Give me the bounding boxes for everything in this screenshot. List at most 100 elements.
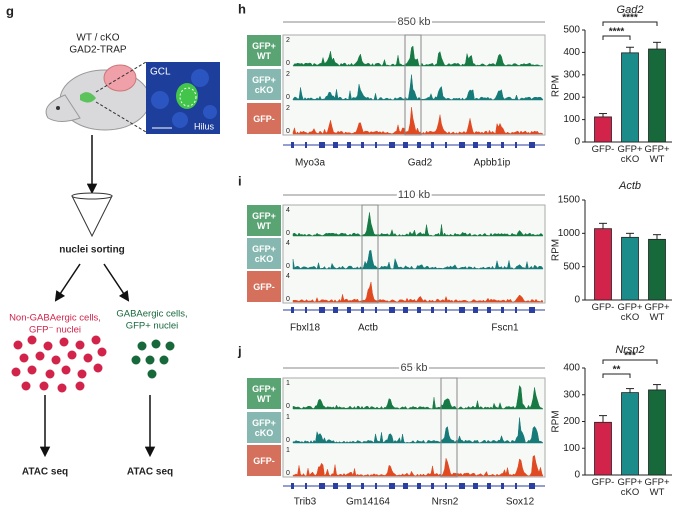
y-tick-label: 100 (563, 443, 580, 454)
group-label: GABAergic cells, (116, 309, 187, 320)
y-tick-label: 200 (563, 416, 580, 427)
track-signal (292, 384, 544, 410)
y-tick-label: 0 (574, 137, 580, 148)
group-label: GFP⁻ nuclei (29, 325, 81, 336)
track-name: GFP- (247, 445, 281, 476)
red-nucleus (27, 365, 37, 375)
track-name: GFP- (247, 271, 281, 302)
exon (319, 307, 325, 313)
track-signal (292, 212, 544, 237)
inset-region: GCL (150, 67, 171, 78)
exon (375, 483, 377, 489)
assay-label: ATAC seq (127, 467, 173, 478)
track-signal (292, 74, 544, 101)
red-nucleus (39, 381, 49, 391)
bar (648, 389, 666, 476)
red-nucleus (59, 337, 69, 347)
exon (473, 483, 478, 489)
track-signal (292, 417, 544, 444)
track-ymin: 0 (286, 470, 290, 477)
red-nucleus (91, 335, 101, 345)
green-nucleus (145, 355, 155, 365)
green-nucleus (165, 341, 175, 351)
funnel-top (71, 192, 113, 200)
bar (621, 392, 639, 476)
red-nucleus (83, 353, 93, 363)
exon (291, 483, 294, 489)
nuclei-dots (11, 335, 175, 393)
exon (501, 142, 504, 148)
exon (445, 483, 447, 489)
track-signal (292, 107, 544, 135)
gene-name: Trib3 (294, 497, 317, 508)
exon (501, 483, 504, 489)
bar (621, 52, 639, 143)
track-ymin: 0 (286, 263, 290, 270)
gene-name: Fbxl18 (290, 323, 320, 334)
panel-label: h (238, 1, 246, 16)
exon (459, 142, 465, 148)
red-nucleus (11, 367, 21, 377)
exon (319, 483, 325, 489)
red-nucleus (13, 340, 23, 350)
gene-name: Gm14164 (346, 497, 390, 508)
mouse-drawing (45, 61, 151, 133)
track-ymax: 2 (286, 37, 290, 44)
x-tick-label: GFP- (591, 477, 615, 488)
exon (361, 142, 364, 148)
x-tick-label: GFP+ WT (644, 144, 670, 165)
x-tick-label: GFP- (591, 144, 615, 155)
track-name: GFP+ WT (247, 378, 281, 409)
exon (403, 307, 408, 313)
exon (291, 307, 294, 313)
significance-label: **** (622, 13, 638, 24)
exon (445, 142, 447, 148)
track-name: GFP+ cKO (247, 238, 281, 269)
scale-label: 110 kb (398, 189, 430, 201)
exon (305, 142, 307, 148)
red-nucleus (51, 355, 61, 365)
significance-bracket (602, 21, 658, 26)
panel-label: j (237, 343, 242, 358)
red-nucleus (45, 369, 55, 379)
gene-name: Nrsn2 (432, 497, 459, 508)
exon (361, 307, 364, 313)
exon (445, 307, 447, 313)
exon (529, 142, 535, 148)
y-tick-label: 100 (563, 114, 580, 125)
x-tick-label: GFP+ cKO (617, 477, 643, 498)
red-nucleus (61, 365, 71, 375)
track-ymax: 2 (286, 71, 290, 78)
group-label: Non-GABAergic cells, (9, 313, 101, 324)
track-ymin: 0 (286, 60, 290, 67)
track-ymax: 2 (286, 105, 290, 112)
red-nucleus (75, 340, 85, 350)
gene-name: Fscn1 (491, 323, 519, 334)
track-ymin: 0 (286, 296, 290, 303)
track-signal (292, 45, 544, 67)
y-tick-label: 300 (563, 69, 580, 80)
inset-subregion: Hilus (194, 121, 215, 131)
x-tick-label: GFP+ WT (644, 477, 670, 498)
exon (431, 142, 434, 148)
track-ymax: 1 (286, 414, 290, 421)
gene-name: Myo3a (295, 158, 325, 169)
track-signal (292, 249, 544, 270)
exon (333, 483, 338, 489)
y-tick-label: 0 (574, 470, 580, 481)
red-nucleus (21, 381, 31, 391)
track-signal (292, 454, 544, 477)
red-nucleus (35, 351, 45, 361)
track-ymax: 1 (286, 380, 290, 387)
exon (305, 307, 307, 313)
scale-label: 850 kb (397, 16, 430, 28)
exon (487, 142, 491, 148)
exon (389, 307, 395, 313)
exon (403, 483, 408, 489)
track-ymax: 4 (286, 240, 290, 247)
red-nucleus (67, 350, 77, 360)
green-nucleus (147, 369, 157, 379)
y-tick-label: 0 (574, 295, 580, 306)
